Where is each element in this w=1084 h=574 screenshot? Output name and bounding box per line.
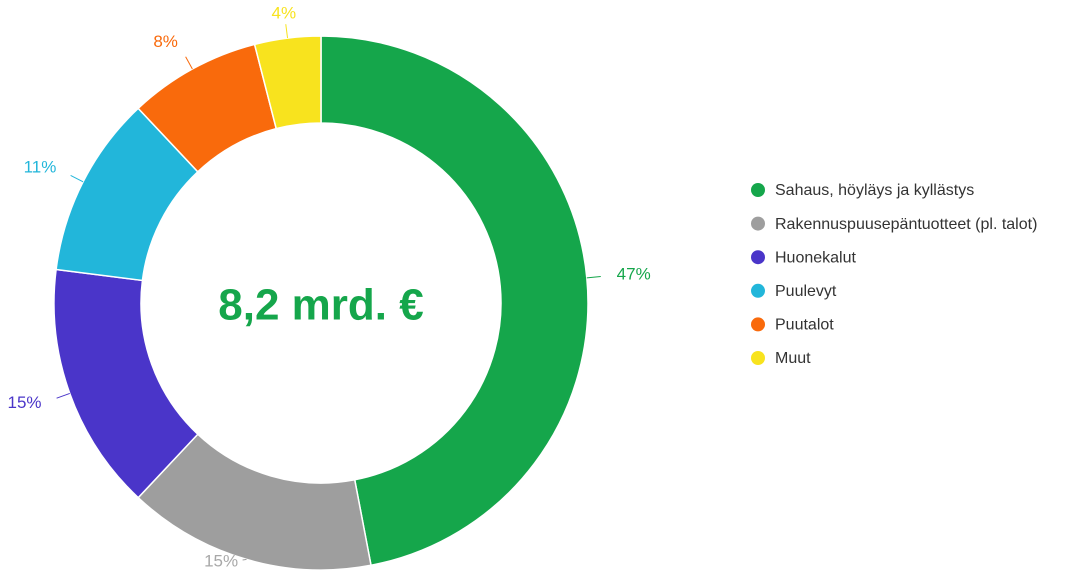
legend-marker [751,216,765,231]
legend-label: Huonekalut [775,249,857,266]
data-label: 11% [24,158,57,177]
legend-label: Sahaus, höyläys ja kyllästys [775,182,974,199]
legend-marker [751,317,765,332]
legend-label: Puutalot [775,317,834,334]
leader-line [285,24,289,39]
data-label: 15% [8,393,42,412]
legend-marker [751,250,765,265]
leader-line [586,276,601,279]
legend-marker [751,183,765,197]
leader-line [185,56,193,70]
data-label: 15% [204,551,238,570]
leader-line [242,558,247,561]
legend-marker [751,351,765,365]
legend-marker [751,283,765,298]
legend-label: Puulevyt [775,283,837,300]
donut-slice [253,35,322,130]
legend-label: Rakennuspuusepäntuotteet (pl. talot) [775,216,1037,233]
donut-slice [320,35,589,567]
leader-line [70,174,84,183]
center-label: 8,2 mrd. € [218,281,423,330]
data-label: 4% [271,3,296,22]
leader-line [56,392,70,399]
legend-label: Muut [775,350,811,367]
data-label: 47% [617,265,651,284]
data-label: 8% [153,32,178,51]
